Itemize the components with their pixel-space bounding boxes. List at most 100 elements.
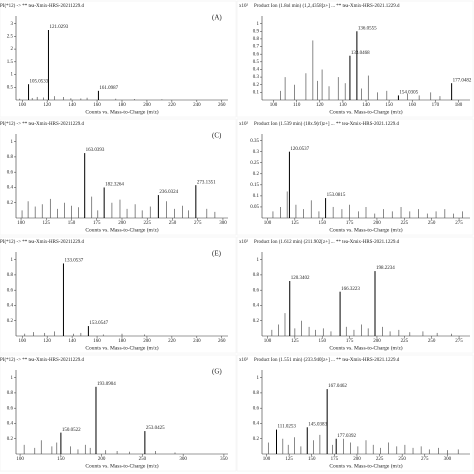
y-tick-label: 0.8 — [7, 155, 14, 160]
y-tick-label: 0.05 — [250, 205, 259, 210]
peak-label: 150.0522 — [62, 428, 81, 433]
y-multiplier: x10² — [239, 239, 249, 245]
x-axis-label: Counts vs. Mass-to-Charge (m/z) — [329, 108, 402, 115]
y-tick-label: 0.6 — [7, 288, 14, 293]
x-tick-label: 250 — [169, 221, 177, 226]
x-tick-label: 160 — [408, 103, 416, 108]
y-tick-label: 3 — [11, 22, 14, 27]
x-tick-label: 200 — [143, 103, 151, 108]
y-tick-label: 0.8 — [7, 391, 14, 396]
peak-label: 253.0425 — [146, 426, 165, 431]
x-tick-label: 200 — [373, 339, 381, 344]
x-tick-label: 260 — [218, 339, 226, 344]
peak-label: 154.0305 — [399, 91, 418, 96]
x-axis-label: Counts vs. Mass-to-Charge (m/z) — [85, 226, 158, 233]
y-tick-label: 0.1 — [253, 91, 260, 96]
x-tick-label: 175 — [346, 221, 354, 226]
y-tick-label: 0.2 — [253, 437, 260, 442]
y-tick-label: 1 — [11, 140, 14, 145]
x-axis-label: Counts vs. Mass-to-Charge (m/z) — [329, 462, 402, 469]
x-tick-label: 240 — [193, 339, 201, 344]
panel-frame — [0, 354, 237, 472]
y-tick-label: 0.6 — [253, 288, 260, 293]
x-tick-label: 300 — [219, 221, 227, 226]
x-tick-label: 100 — [18, 103, 26, 108]
x-tick-label: 250 — [398, 457, 406, 462]
peak-label: 177.0392 — [337, 434, 356, 439]
x-tick-label: 260 — [218, 103, 226, 108]
peak-label: 236.0324 — [159, 190, 178, 195]
panel-frame — [236, 0, 474, 118]
panel-header: Product Ion (1.612 min) (211.902[z+] ...… — [254, 240, 400, 245]
x-tick-label: 180 — [118, 339, 126, 344]
x-tick-label: 120 — [43, 339, 51, 344]
y-tick-label: 0.6 — [253, 406, 260, 411]
peak-label: 120.0537 — [290, 147, 309, 152]
y-tick-label: 0.9 — [253, 29, 260, 34]
panel-header: Product Ion (1.539 min) (18x.9(rl)z+] ..… — [254, 122, 400, 127]
y-tick-label: 0.5 — [253, 60, 260, 65]
y-tick-label: 1.5 — [7, 60, 14, 65]
y-tick-label: 0.4 — [7, 422, 14, 427]
y-tick-label: 0.4 — [253, 68, 260, 73]
panel-label: (G) — [212, 368, 222, 376]
peak-label: 136.0555 — [358, 26, 377, 31]
x-tick-label: 250 — [139, 457, 147, 462]
x-tick-label: 125 — [291, 221, 299, 226]
peak-label: 198.2234 — [376, 266, 395, 271]
panel-header: Product Ion (1.551 min) (233.940[z+] ...… — [254, 358, 400, 363]
y-tick-label: 0.5 — [7, 85, 14, 90]
panel-frame — [236, 118, 474, 236]
y-tick-label: 0.35 — [250, 139, 259, 144]
peak-label: 133.0537 — [64, 259, 83, 264]
panel-header: PI(*12) -> ** tea-Xmix-HRS-20211229.d — [0, 122, 85, 127]
x-tick-label: 350 — [220, 457, 228, 462]
x-tick-label: 275 — [455, 339, 463, 344]
y-tick-label: 0.6 — [7, 170, 14, 175]
y-tick-label: 0.2 — [7, 319, 14, 324]
y-tick-label: 1 — [11, 73, 14, 78]
peak-label: 193.0904 — [97, 382, 116, 387]
y-tick-label: 0.6 — [253, 52, 260, 57]
x-tick-label: 125 — [285, 457, 293, 462]
peak-label: 153.0547 — [89, 321, 108, 326]
peak-label: 163.0393 — [86, 148, 105, 153]
x-tick-label: 220 — [168, 339, 176, 344]
x-tick-label: 120 — [43, 103, 51, 108]
y-tick-label: 1 — [11, 376, 14, 381]
x-tick-label: 100 — [263, 457, 271, 462]
x-tick-label: 170 — [432, 103, 440, 108]
panel-label: (C) — [212, 132, 222, 140]
panel-label: (E) — [212, 250, 222, 258]
x-tick-label: 150 — [57, 457, 65, 462]
peak-label: 177.0482 — [453, 78, 472, 83]
x-tick-label: 100 — [264, 339, 272, 344]
y-tick-label: 1 — [257, 376, 260, 381]
x-tick-label: 180 — [455, 103, 463, 108]
x-tick-label: 250 — [428, 221, 436, 226]
x-tick-label: 200 — [143, 339, 151, 344]
y-tick-label: 0.4 — [253, 422, 260, 427]
y-multiplier: x10² — [239, 357, 249, 363]
peak-label: 111.0253 — [277, 425, 296, 430]
y-tick-label: 0.8 — [7, 273, 14, 278]
peak-label: 153.0815 — [327, 193, 346, 198]
x-tick-label: 150 — [385, 103, 393, 108]
peak-label: 161.0987 — [99, 86, 118, 91]
x-axis-label: Counts vs. Mass-to-Charge (m/z) — [85, 462, 158, 469]
y-tick-label: 0.2 — [7, 201, 14, 206]
x-tick-label: 275 — [194, 221, 202, 226]
y-tick-label: 2.5 — [7, 35, 14, 40]
x-tick-label: 225 — [143, 221, 151, 226]
y-tick-label: 0.25 — [250, 161, 259, 166]
y-tick-label: 1 — [11, 258, 14, 263]
x-tick-label: 100 — [18, 339, 26, 344]
x-tick-label: 100 — [17, 221, 25, 226]
x-tick-label: 160 — [93, 103, 101, 108]
x-tick-label: 300 — [179, 457, 187, 462]
peak-label: 166.3223 — [341, 287, 360, 292]
panel-header: PI(*12) -> ** tea-Xmix-HRS-20211229.d — [0, 358, 85, 363]
x-tick-label: 150 — [318, 339, 326, 344]
y-tick-label: 0.8 — [253, 273, 260, 278]
